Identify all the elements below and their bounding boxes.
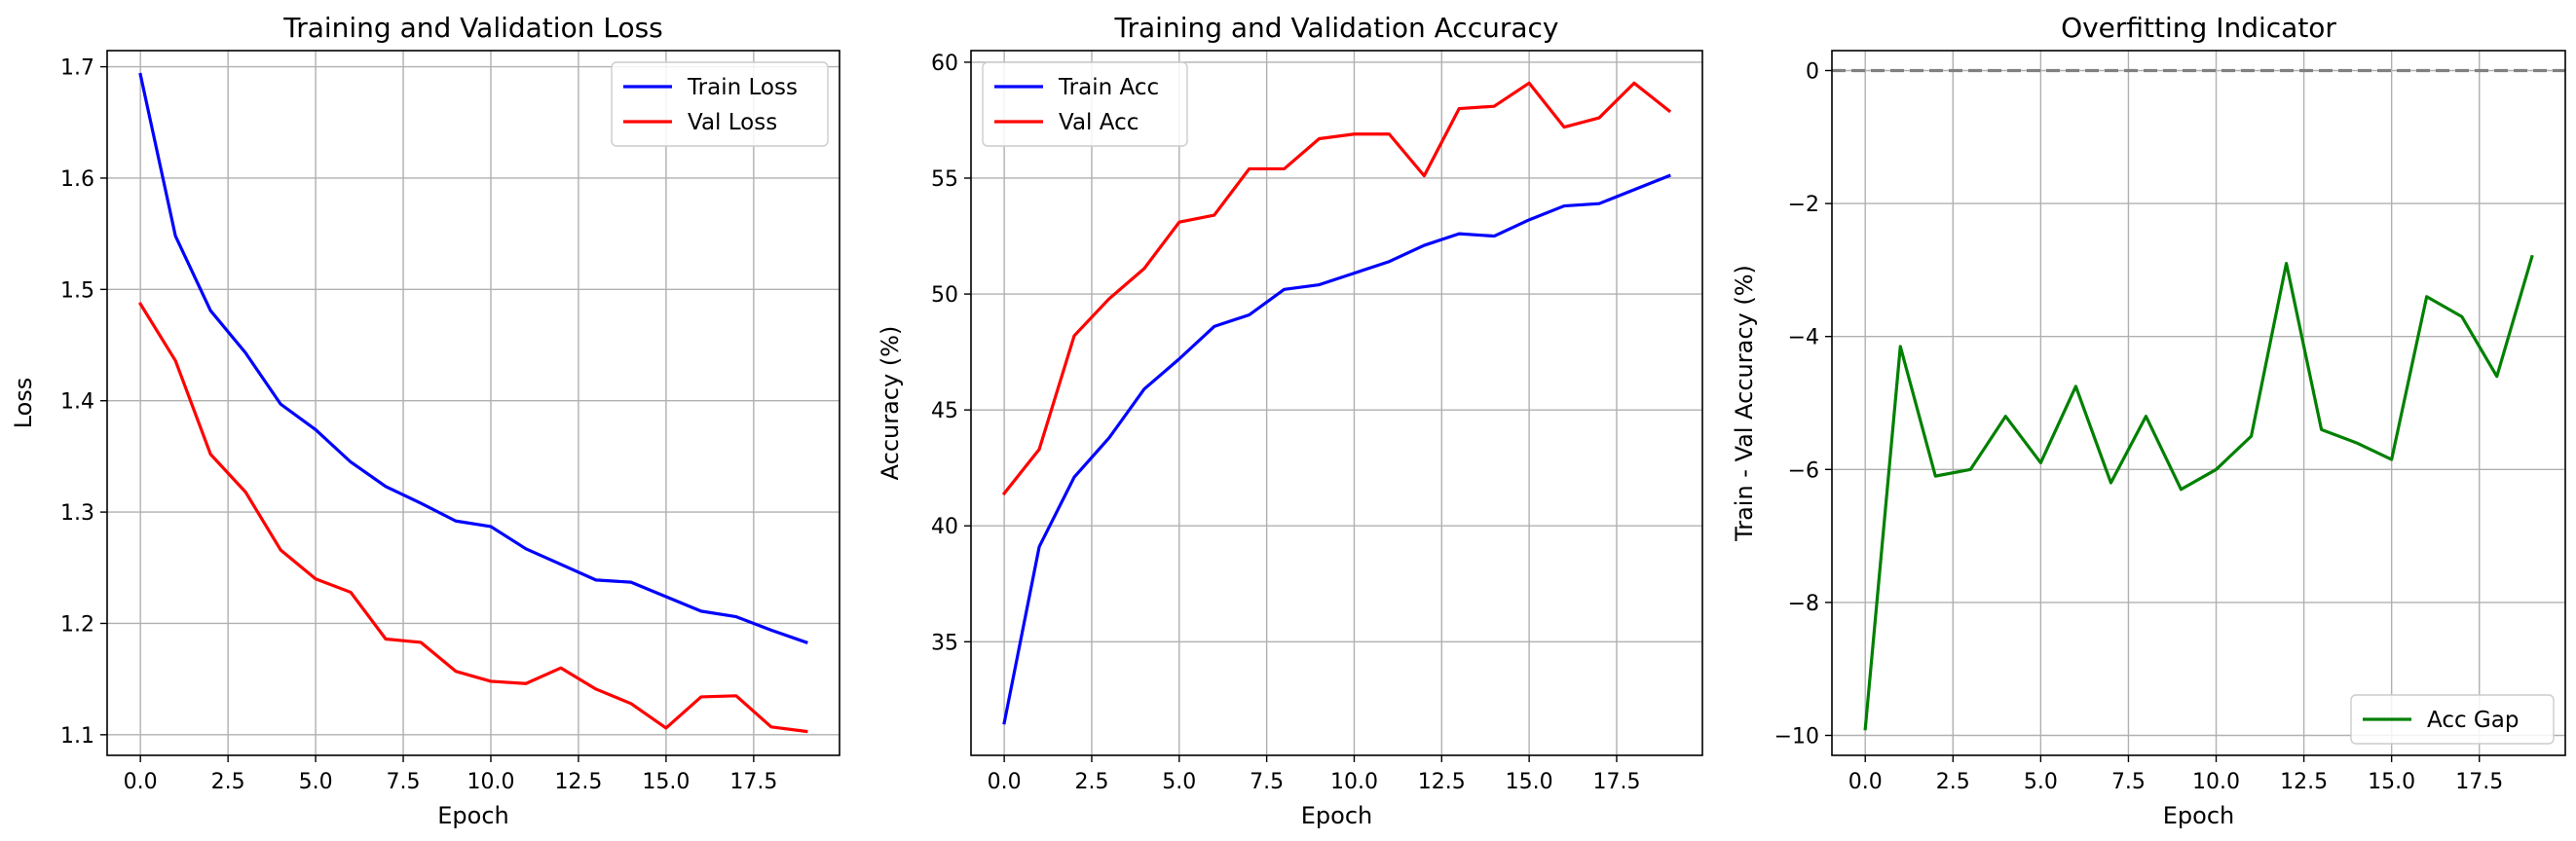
- y-tick-label: 1.7: [60, 56, 94, 81]
- x-tick-label: 2.5: [211, 770, 245, 794]
- x-tick-label: 0.0: [124, 770, 158, 794]
- x-tick-label: 17.5: [1592, 770, 1640, 794]
- chart-panel-1: 0.0 2.5 5.0 7.5 10.0 12.5 15.0 17.5 1.1 1.2 1.3 1.4…: [10, 12, 840, 829]
- series-line-val-loss: [137, 302, 808, 734]
- legend: Train Acc Val Acc: [982, 61, 1188, 147]
- x-tick-label: 5.0: [2024, 770, 2058, 794]
- x-tick-label: 15.0: [1506, 770, 1553, 794]
- axes-frame: [106, 50, 840, 756]
- y-tick-label: 1.2: [60, 612, 94, 637]
- series-line-acc-gap: [1863, 254, 2534, 731]
- series-line-train-acc: [1002, 173, 1671, 725]
- legend-label: Val Loss: [688, 110, 777, 135]
- chart-title: Training and Validation Loss: [282, 12, 663, 44]
- legend: Train Loss Val Loss: [611, 61, 829, 147]
- x-tick-label: 12.5: [554, 770, 602, 794]
- y-axis-label: Accuracy (%): [877, 326, 904, 481]
- x-tick-label: 7.5: [1250, 770, 1284, 794]
- x-tick-label: 0.0: [1848, 770, 1883, 794]
- legend-box: [982, 61, 1188, 147]
- y-tick-label: −4: [1788, 326, 1819, 350]
- y-tick-label: 50: [931, 283, 958, 308]
- y-tick-label: 55: [931, 167, 958, 192]
- y-tick-label: 60: [931, 52, 958, 76]
- legend: Acc Gap: [2350, 694, 2555, 745]
- x-tick-label: 5.0: [299, 770, 333, 794]
- x-tick-label: 12.5: [2280, 770, 2328, 794]
- series-line-val-acc: [1001, 81, 1672, 496]
- x-tick-label: 2.5: [1936, 770, 1970, 794]
- y-tick-label: −8: [1788, 592, 1819, 616]
- x-tick-label: 12.5: [1418, 770, 1466, 794]
- legend-label: Train Loss: [687, 75, 798, 100]
- x-tick-label: 2.5: [1074, 770, 1108, 794]
- y-tick-label: −10: [1774, 725, 1819, 750]
- y-tick-label: 35: [931, 631, 958, 655]
- x-axis-label: Epoch: [1301, 802, 1373, 829]
- y-tick-label: 1.4: [60, 390, 94, 415]
- x-tick-label: 10.0: [467, 770, 514, 794]
- x-tick-label: 7.5: [2111, 770, 2146, 794]
- x-tick-label: 17.5: [729, 770, 777, 794]
- axes-frame: [970, 50, 1703, 756]
- x-tick-label: 10.0: [1330, 770, 1378, 794]
- x-tick-label: 0.0: [988, 770, 1022, 794]
- x-tick-label: 7.5: [387, 770, 421, 794]
- y-tick-label: −6: [1788, 458, 1819, 483]
- x-axis-label: Epoch: [437, 802, 509, 829]
- x-tick-label: 17.5: [2455, 770, 2503, 794]
- y-tick-label: −2: [1788, 193, 1819, 217]
- y-tick-label: 1.5: [60, 278, 94, 303]
- legend-box: [2350, 694, 2555, 745]
- axes-frame: [1831, 50, 2566, 756]
- chart-title: Overfitting Indicator: [2061, 12, 2336, 44]
- chart-title: Training and Validation Accuracy: [1114, 12, 1559, 44]
- legend-label: Acc Gap: [2427, 708, 2519, 733]
- x-tick-label: 10.0: [2192, 770, 2240, 794]
- y-tick-label: 45: [931, 399, 958, 423]
- legend-label: Train Acc: [1058, 75, 1159, 100]
- x-tick-label: 15.0: [2368, 770, 2415, 794]
- chart-panel-2: 0.0 2.5 5.0 7.5 10.0 12.5 15.0 17.5 35 40 45 50 55 60…: [877, 12, 1703, 829]
- y-axis-label: Loss: [10, 378, 37, 429]
- series-line-train-loss: [138, 72, 808, 644]
- y-tick-label: 1.6: [60, 167, 94, 192]
- y-tick-label: 0: [1806, 59, 1819, 84]
- y-axis-label: Train - Val Accuracy (%): [1731, 265, 1758, 542]
- y-tick-label: 1.1: [60, 724, 94, 749]
- x-tick-label: 15.0: [642, 770, 690, 794]
- x-axis-label: Epoch: [2163, 802, 2235, 829]
- legend-label: Val Acc: [1059, 110, 1139, 135]
- x-tick-label: 5.0: [1162, 770, 1196, 794]
- y-tick-label: 40: [931, 515, 958, 539]
- y-tick-label: 1.3: [60, 501, 94, 526]
- legend-box: [611, 61, 829, 147]
- chart-panel-3: 0.0 2.5 5.0 7.5 10.0 12.5 15.0 17.5 0 −2 −4 −6 −8 −10…: [1731, 12, 2566, 829]
